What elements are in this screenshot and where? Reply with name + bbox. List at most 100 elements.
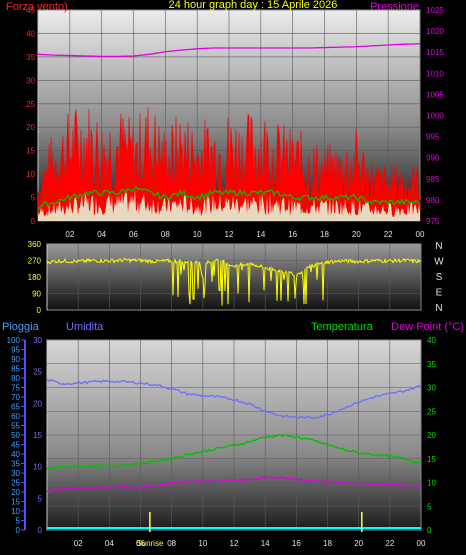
wind-average-line <box>37 185 421 210</box>
humidity-x-tick-label: 18 <box>323 539 332 548</box>
temperature-line <box>46 433 422 471</box>
rain-tick-label: 100 <box>7 336 21 345</box>
rain-tick-label: 60 <box>11 412 20 421</box>
humidity-tick-label: 5 <box>38 494 43 503</box>
humidity-tick-label: 0 <box>38 526 43 535</box>
humidity-x-tick-label: 22 <box>385 539 394 548</box>
wind-x-tick-label: 16 <box>288 230 297 239</box>
wind-x-tick-label: 20 <box>352 230 361 239</box>
wind-direction-series <box>46 257 422 306</box>
pressure-tick-label: 1010 <box>426 69 444 78</box>
humidity-x-tick-label: 16 <box>292 539 301 548</box>
wind-x-tick-label: 14 <box>256 230 265 239</box>
pressure-tick-label: 985 <box>426 175 440 184</box>
humidity-temperature-series <box>46 378 422 529</box>
direction-tick-label: 270 <box>28 257 42 266</box>
rain-tick-label: 65 <box>11 403 20 412</box>
compass-label: N <box>435 303 442 314</box>
wind-x-tick-label: 00 <box>416 230 425 239</box>
humidity-tick-label: 15 <box>33 431 42 440</box>
wind-tick-label: 40 <box>26 29 35 38</box>
humidity-axis-title: Umidita <box>66 321 104 333</box>
wind-tick-label: 45 <box>26 6 35 15</box>
humidity-x-axis-labels: 02 04 06 08 10 12 14 16 18 20 22 00 <box>74 539 426 548</box>
rain-tick-label: 15 <box>11 498 20 507</box>
sun-markers: Sunrise <box>136 512 363 548</box>
wind-axis-title: Forza vento) <box>6 1 68 13</box>
humidity-x-tick-label: 14 <box>261 539 270 548</box>
humidity-tick-label: 25 <box>33 368 42 377</box>
rain-tick-label: 70 <box>11 393 20 402</box>
humidity-tick-label: 30 <box>33 336 42 345</box>
temperature-tick-label: 40 <box>427 336 436 345</box>
dew-point-line <box>46 476 422 493</box>
wind-x-tick-label: 08 <box>161 230 170 239</box>
pressure-tick-label: 1015 <box>426 48 444 57</box>
humidity-temperature-grid <box>47 339 422 531</box>
wind-direction-line <box>46 257 422 306</box>
direction-tick-label: 180 <box>28 273 42 282</box>
wind-x-tick-label: 18 <box>320 230 329 239</box>
wind-direction-axis-labels: 0 90 180 270 360 <box>28 240 42 315</box>
rain-axis-title: Pioggia <box>2 321 40 333</box>
humidity-x-tick-label: 20 <box>354 539 363 548</box>
rain-tick-label: 20 <box>11 488 20 497</box>
rain-tick-label: 80 <box>11 374 20 383</box>
temperature-tick-label: 0 <box>427 526 432 535</box>
wind-tick-label: 15 <box>26 147 35 156</box>
pressure-tick-label: 980 <box>426 196 440 205</box>
humidity-x-tick-label: 08 <box>167 539 176 548</box>
temperature-tick-label: 15 <box>427 455 436 464</box>
wind-axis-labels: 0 5 10 15 20 25 30 35 40 45 <box>26 6 35 226</box>
wind-speed-series <box>37 107 421 222</box>
humidity-x-tick-label: 02 <box>74 539 83 548</box>
wind-tick-label: 20 <box>26 123 35 132</box>
compass-label: W <box>434 257 444 268</box>
rain-tick-label: 10 <box>11 507 20 516</box>
pressure-axis-labels: 975 980 985 990 995 1000 1005 1010 1015 1020 1025 <box>426 6 444 226</box>
humidity-x-tick-label: 06 <box>136 539 145 548</box>
wind-x-tick-label: 10 <box>193 230 202 239</box>
wind-tick-label: 30 <box>26 76 35 85</box>
rain-tick-label: 5 <box>16 517 21 526</box>
wind-x-tick-label: 04 <box>97 230 106 239</box>
temperature-tick-label: 30 <box>427 384 436 393</box>
dew-point-axis-title: Dew Point (°C) <box>391 321 464 333</box>
pressure-tick-label: 995 <box>426 133 440 142</box>
wind-min-area <box>38 188 420 221</box>
temperature-tick-label: 25 <box>427 407 436 416</box>
wind-x-tick-label: 12 <box>225 230 234 239</box>
humidity-tick-label: 10 <box>33 463 42 472</box>
wind-x-tick-label: 02 <box>65 230 74 239</box>
rain-tick-label: 35 <box>11 460 20 469</box>
rain-tick-label: 40 <box>11 450 20 459</box>
compass-label: S <box>436 272 443 283</box>
wind-x-tick-label: 22 <box>384 230 393 239</box>
pressure-line <box>37 43 421 58</box>
pressure-tick-label: 1005 <box>426 90 444 99</box>
temperature-axis-title: Temperatura <box>311 321 374 333</box>
rain-tick-label: 90 <box>11 355 20 364</box>
rain-tick-label: 25 <box>11 479 20 488</box>
humidity-tick-label: 20 <box>33 399 42 408</box>
pressure-tick-label: 1020 <box>426 27 444 36</box>
pressure-tick-label: 1025 <box>426 6 444 15</box>
rain-tick-label: 30 <box>11 469 20 478</box>
wind-pressure-lines <box>37 43 421 210</box>
rain-tick-label: 55 <box>11 422 20 431</box>
wind-tick-label: 35 <box>26 53 35 62</box>
humidity-x-tick-label: 12 <box>230 539 239 548</box>
rain-tick-label: 0 <box>16 526 21 535</box>
temperature-tick-label: 10 <box>427 479 436 488</box>
sunrise-label: Sunrise <box>136 539 164 548</box>
rain-tick-label: 50 <box>11 431 20 440</box>
wind-direction-grid <box>47 243 422 311</box>
direction-tick-label: 360 <box>28 240 42 249</box>
wind-x-tick-label: 06 <box>129 230 138 239</box>
pressure-tick-label: 1000 <box>426 112 444 121</box>
wind-tick-label: 0 <box>31 217 36 226</box>
rain-tick-label: 75 <box>11 384 20 393</box>
compass-label: E <box>436 288 443 299</box>
